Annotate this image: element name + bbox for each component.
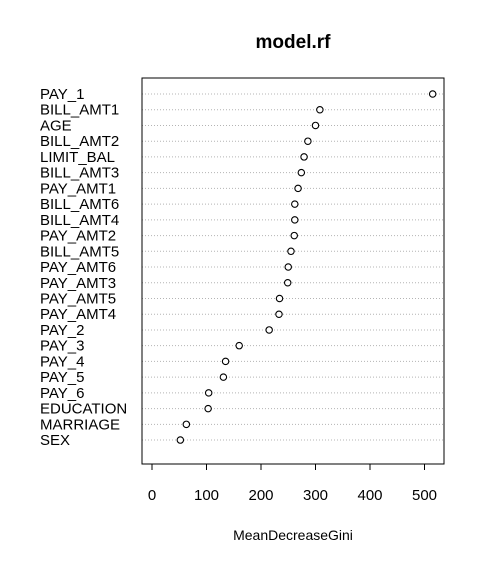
data-point [311, 121, 320, 130]
data-point [221, 357, 230, 366]
data-point [235, 341, 243, 350]
category-labels: PAY_1BILL_AMT1AGEBILL_AMT2LIMIT_BALBILL_… [40, 86, 127, 449]
category-label: EDUCATION [40, 401, 127, 418]
category-label: AGE [40, 117, 72, 134]
category-label: PAY_AMT3 [40, 275, 116, 292]
category-label: PAY_AMT5 [40, 290, 116, 307]
data-point [283, 279, 292, 287]
category-label: BILL_AMT3 [40, 165, 119, 182]
data-point [304, 137, 312, 145]
data-point [428, 90, 437, 98]
data-point [176, 436, 185, 444]
category-label: PAY_1 [40, 86, 84, 103]
category-label: MARRIAGE [40, 416, 120, 433]
category-label: PAY_2 [40, 322, 84, 339]
data-point [291, 216, 299, 224]
category-label: SEX [40, 432, 70, 449]
x-tick-label: 200 [248, 487, 273, 504]
data-point [219, 373, 228, 381]
category-label: BILL_AMT2 [40, 133, 119, 150]
data-point [204, 389, 213, 397]
data-points [176, 90, 437, 444]
data-point [265, 326, 273, 334]
x-axis: 0 100 200 300 400 500 [148, 463, 437, 504]
category-label: BILL_AMT6 [40, 196, 119, 213]
data-point [300, 153, 308, 161]
x-tick-label: 0 [148, 487, 156, 504]
category-label: PAY_3 [40, 338, 84, 355]
data-point [275, 310, 283, 318]
category-label: LIMIT_BAL [40, 149, 115, 166]
category-label: PAY_4 [40, 353, 84, 370]
category-label: PAY_AMT2 [40, 228, 116, 245]
data-point [297, 168, 306, 177]
x-axis-label: MeanDecreaseGini [233, 527, 353, 543]
chart-title: model.rf [256, 32, 332, 53]
category-label: PAY_AMT1 [40, 180, 116, 197]
data-point [291, 200, 299, 208]
data-point [182, 420, 191, 429]
x-tick-label: 100 [194, 487, 219, 504]
grid-lines [142, 93, 444, 441]
category-label: PAY_5 [40, 369, 84, 386]
data-point [275, 294, 284, 303]
plot-frame [141, 77, 445, 465]
x-tick-label: 300 [303, 487, 328, 504]
data-point [294, 184, 302, 193]
x-tick-label: 500 [412, 487, 437, 504]
category-label: BILL_AMT1 [40, 102, 119, 119]
data-point [287, 247, 295, 256]
category-label: PAY_AMT4 [40, 306, 116, 323]
x-tick-label: 400 [357, 487, 382, 504]
category-label: BILL_AMT4 [40, 212, 119, 229]
category-label: BILL_AMT5 [40, 243, 119, 260]
data-point [204, 404, 212, 413]
category-label: PAY_6 [40, 385, 84, 402]
category-label: PAY_AMT6 [40, 259, 116, 276]
data-point [316, 105, 324, 114]
data-point [284, 263, 292, 271]
data-point [290, 231, 298, 240]
